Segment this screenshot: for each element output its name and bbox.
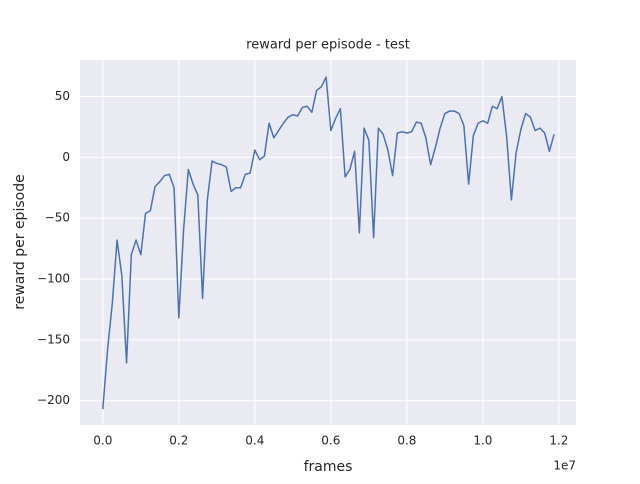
x-tick-label: 0.4 [245, 434, 264, 448]
x-tick-label: 1.0 [473, 434, 492, 448]
y-tick-label: 0 [62, 150, 70, 164]
x-axis-label: frames [304, 459, 353, 475]
x-tick-label: 1.2 [549, 434, 568, 448]
x-tick-label: 0.0 [93, 434, 112, 448]
y-tick-label: −150 [37, 332, 70, 346]
y-tick-label: 50 [55, 89, 70, 103]
plot-area [80, 60, 576, 425]
x-offset-label: 1e7 [553, 459, 576, 473]
y-axis-label: reward per episode [12, 174, 28, 309]
x-tick-label: 0.8 [397, 434, 416, 448]
y-tick-label: −50 [45, 211, 70, 225]
y-tick-label: −200 [37, 393, 70, 407]
chart-title: reward per episode - test [246, 38, 410, 53]
y-tick-label: −100 [37, 272, 70, 286]
line [102, 76, 555, 410]
x-tick-label: 0.6 [321, 434, 340, 448]
x-tick-label: 0.2 [169, 434, 188, 448]
